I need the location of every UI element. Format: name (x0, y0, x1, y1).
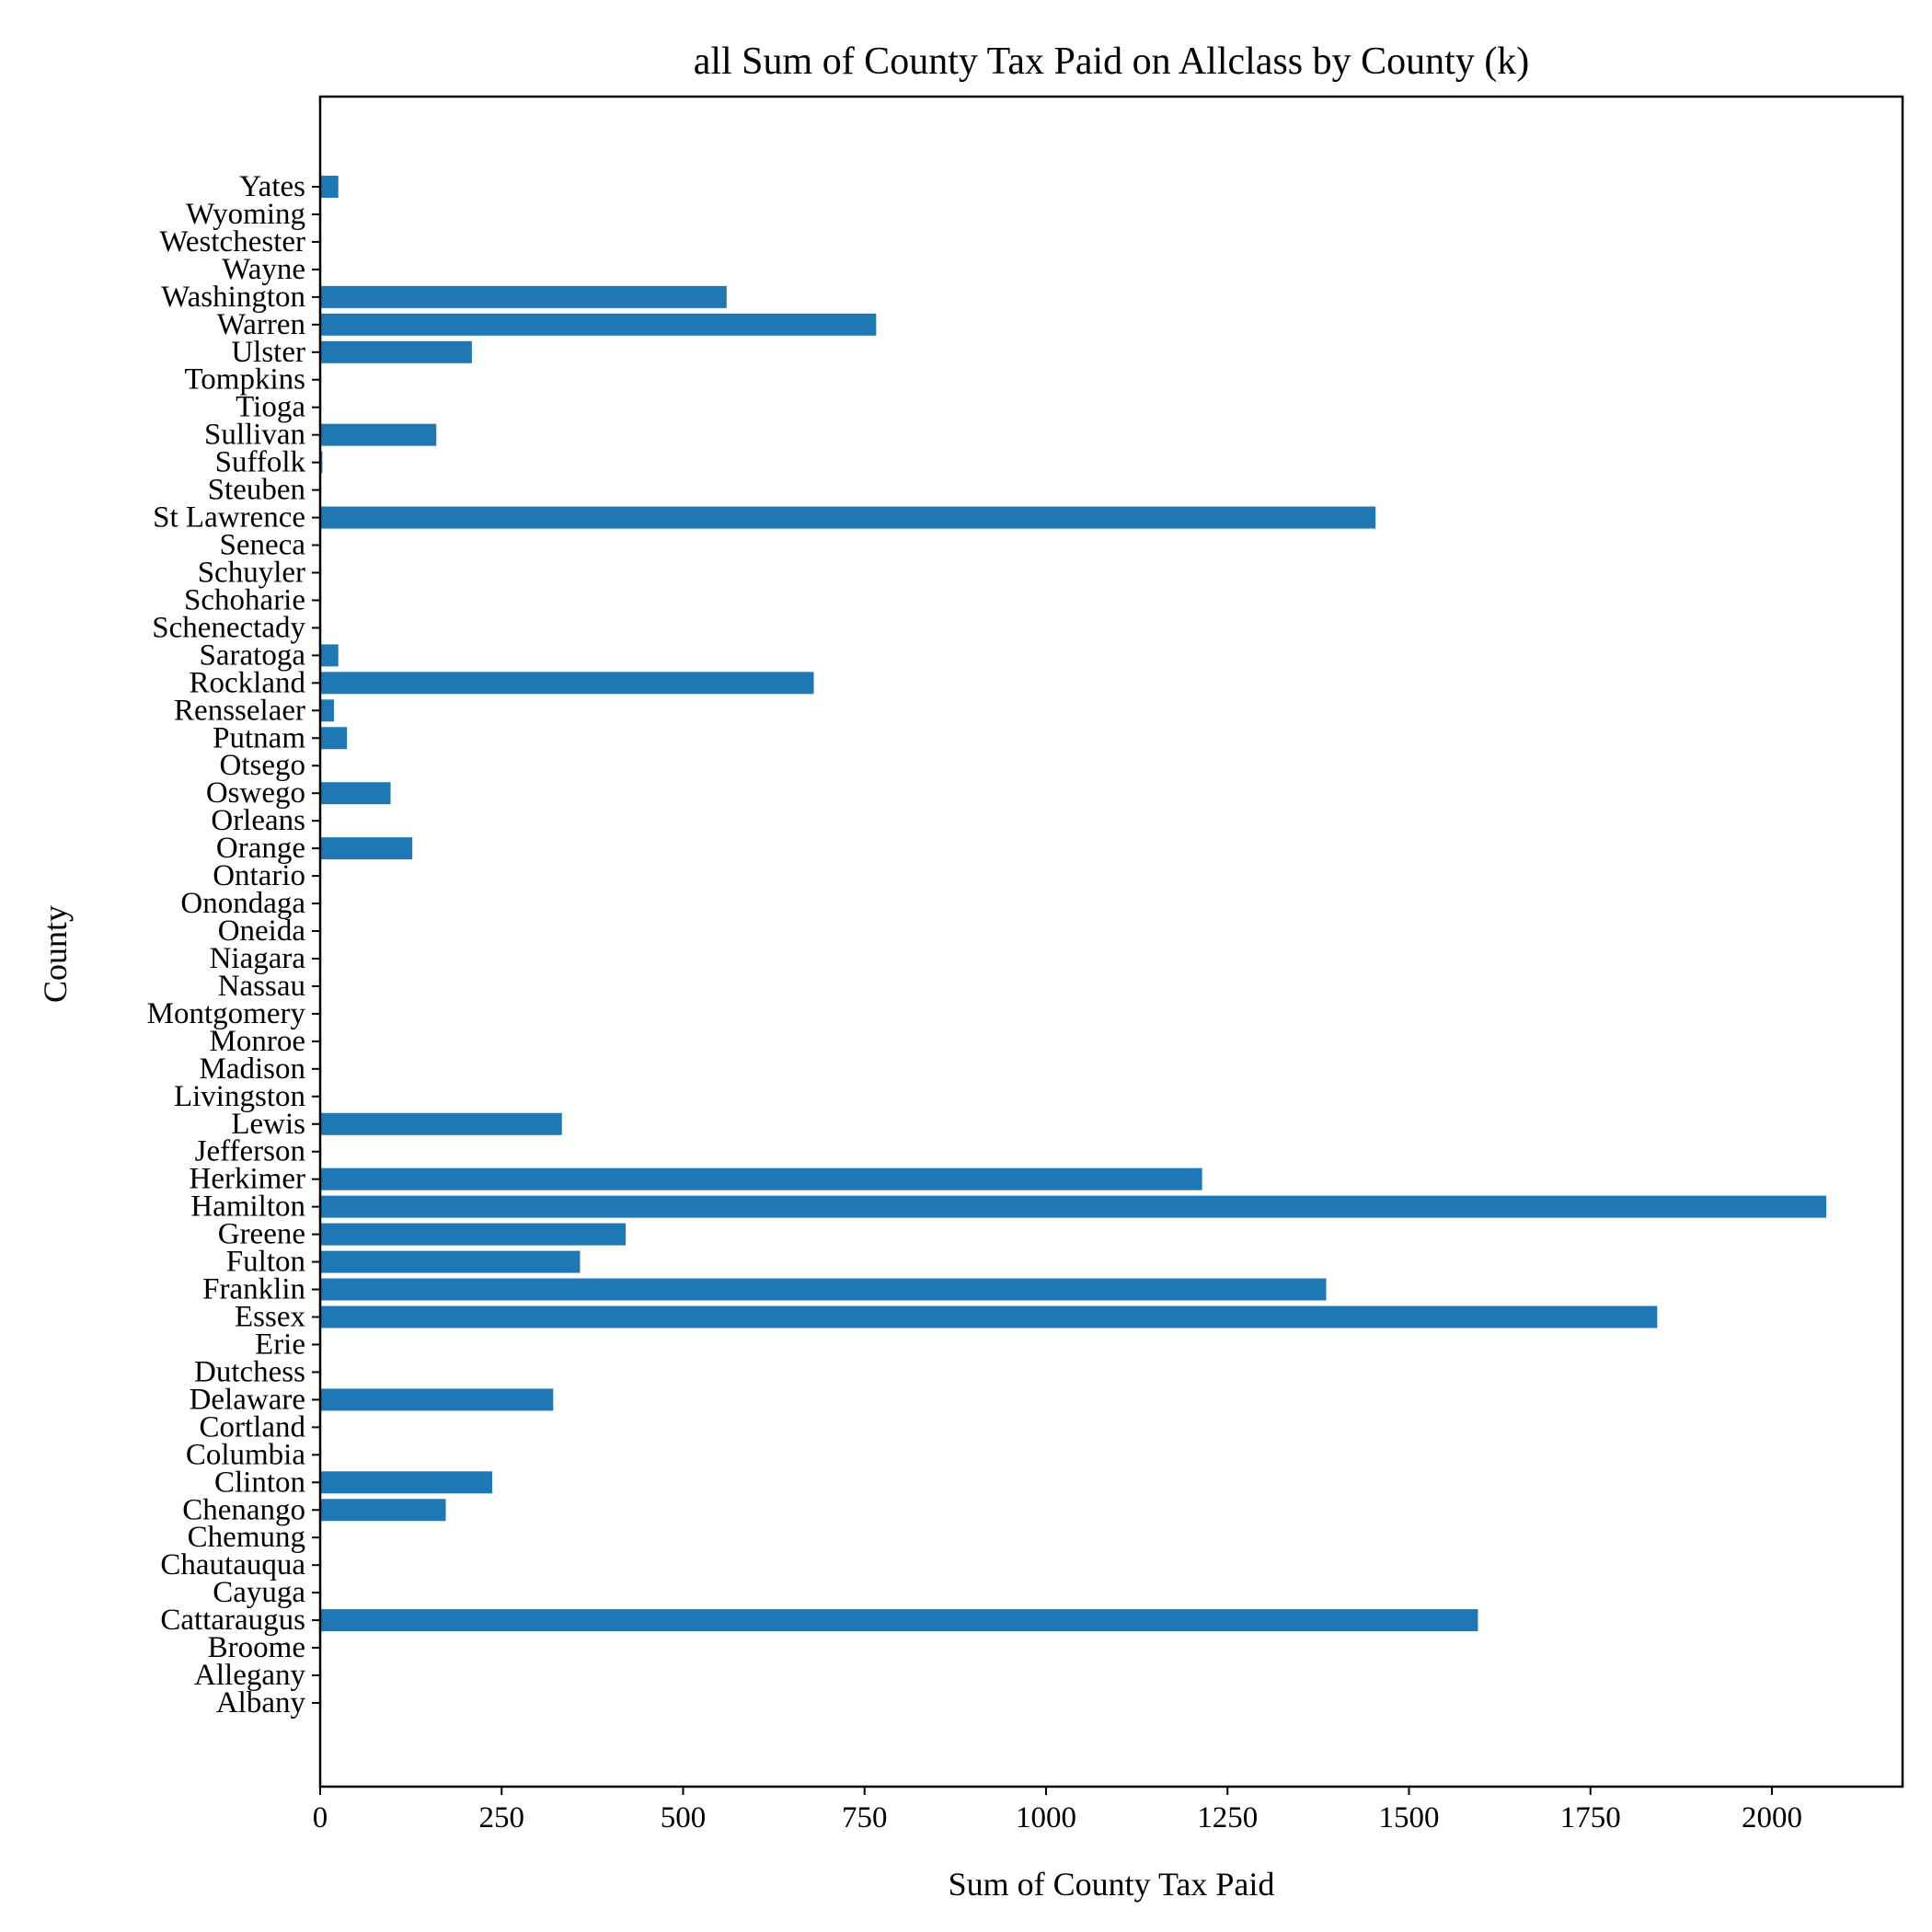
bar-clinton (320, 1471, 492, 1494)
y-tick-label-wyoming: Wyoming (186, 198, 305, 231)
x-tick-label-1750: 1750 (1560, 1801, 1621, 1834)
bar-saratoga (320, 644, 339, 667)
x-tick-label-0: 0 (313, 1801, 328, 1834)
y-tick-label-monroe: Monroe (210, 1025, 305, 1058)
bar-essex (320, 1305, 1658, 1328)
y-tick-label-livingston: Livingston (174, 1080, 305, 1113)
chart-title: all Sum of County Tax Paid on Allclass b… (694, 40, 1530, 83)
y-tick-label-schenectady: Schenectady (152, 611, 305, 644)
y-tick-label-onondaga: Onondaga (180, 887, 305, 920)
y-tick-label-washington: Washington (161, 281, 305, 314)
y-tick-label-columbia: Columbia (186, 1438, 306, 1471)
y-tick-label-franklin: Franklin (202, 1273, 305, 1306)
y-tick-label-chenango: Chenango (182, 1493, 305, 1526)
y-tick-label-essex: Essex (235, 1301, 305, 1334)
y-tick-label-chemung: Chemung (188, 1521, 305, 1554)
y-tick-label-orleans: Orleans (211, 804, 305, 837)
bar-rensselaer (320, 699, 334, 722)
y-ticks-group: AlbanyAlleganyBroomeCattaraugusCayugaCha… (147, 170, 320, 1719)
y-tick-label-suffolk: Suffolk (215, 446, 306, 479)
bar-st-lawrence (320, 506, 1376, 529)
bar-chenango (320, 1499, 446, 1522)
y-tick-label-nassau: Nassau (218, 970, 305, 1003)
y-tick-label-schoharie: Schoharie (184, 583, 305, 616)
y-tick-label-otsego: Otsego (220, 749, 306, 782)
bar-ulster (320, 340, 472, 363)
y-tick-label-sullivan: Sullivan (204, 419, 305, 452)
y-tick-label-tioga: Tioga (236, 391, 305, 424)
y-tick-label-oswego: Oswego (206, 776, 305, 810)
bar-washington (320, 285, 727, 308)
y-tick-label-chautauqua: Chautauqua (160, 1548, 305, 1581)
y-tick-label-steuben: Steuben (208, 474, 305, 507)
y-tick-label-putnam: Putnam (213, 721, 305, 754)
y-tick-label-ontario: Ontario (213, 859, 305, 892)
x-ticks-group: 0 250 500 750 1000 1250 1500 1750 2000 (313, 1787, 1802, 1834)
y-tick-label-rensselaer: Rensselaer (174, 694, 305, 727)
bar-oswego (320, 782, 391, 805)
y-tick-label-albany: Albany (216, 1686, 306, 1719)
y-tick-label-wayne: Wayne (222, 253, 305, 286)
y-tick-label-clinton: Clinton (214, 1466, 305, 1499)
bar-hamilton (320, 1195, 1827, 1218)
y-tick-label-schuyler: Schuyler (198, 556, 305, 589)
x-axis-label: Sum of County Tax Paid (949, 1866, 1275, 1903)
y-tick-label-hamilton: Hamilton (190, 1190, 305, 1224)
x-tick-label-1500: 1500 (1378, 1801, 1439, 1834)
bar-sullivan (320, 423, 437, 446)
bar-herkimer (320, 1167, 1202, 1190)
bar-franklin (320, 1278, 1327, 1301)
y-tick-label-rockland: Rockland (190, 666, 306, 699)
y-tick-label-jefferson: Jefferson (195, 1135, 305, 1168)
bars-group (320, 176, 1827, 1632)
bar-delaware (320, 1388, 554, 1411)
y-tick-label-erie: Erie (255, 1328, 305, 1361)
bar-yates (320, 176, 339, 198)
y-tick-label-fulton: Fulton (226, 1246, 305, 1279)
bar-rockland (320, 672, 814, 695)
bar-putnam (320, 727, 348, 750)
bar-warren (320, 313, 877, 336)
y-tick-label-montgomery: Montgomery (147, 997, 306, 1030)
bar-orange (320, 837, 413, 860)
y-tick-label-saratoga: Saratoga (200, 638, 306, 672)
x-tick-label-750: 750 (842, 1801, 888, 1834)
bar-lewis (320, 1112, 562, 1135)
y-tick-label-cattaraugus: Cattaraugus (160, 1604, 305, 1637)
y-tick-label-madison: Madison (200, 1052, 306, 1086)
bar-greene (320, 1223, 627, 1246)
y-tick-label-broome: Broome (208, 1631, 305, 1664)
y-tick-label-dutchess: Dutchess (194, 1355, 305, 1388)
x-tick-label-2000: 2000 (1742, 1801, 1802, 1834)
y-tick-label-delaware: Delaware (190, 1383, 305, 1416)
y-tick-label-yates: Yates (239, 170, 305, 203)
bar-cattaraugus (320, 1609, 1478, 1632)
x-tick-label-500: 500 (661, 1801, 707, 1834)
y-tick-label-greene: Greene (218, 1218, 305, 1251)
y-tick-label-allegany: Allegany (194, 1659, 305, 1692)
y-axis-label: County (37, 905, 74, 1003)
y-tick-label-westchester: Westchester (159, 225, 305, 259)
y-tick-label-seneca: Seneca (220, 529, 306, 562)
x-tick-label-1250: 1250 (1197, 1801, 1258, 1834)
y-tick-label-tompkins: Tompkins (184, 363, 305, 397)
x-tick-label-1000: 1000 (1016, 1801, 1076, 1834)
y-tick-label-cortland: Cortland (200, 1410, 306, 1443)
x-tick-label-250: 250 (478, 1801, 524, 1834)
y-tick-label-lewis: Lewis (231, 1108, 305, 1141)
y-tick-label-herkimer: Herkimer (190, 1163, 305, 1196)
bar-fulton (320, 1250, 581, 1273)
y-tick-label-cayuga: Cayuga (213, 1576, 305, 1609)
y-tick-label-niagara: Niagara (210, 942, 306, 975)
y-tick-label-warren: Warren (217, 308, 305, 341)
y-tick-label-orange: Orange (216, 832, 305, 865)
plot-frame (318, 95, 1904, 1788)
y-tick-label-oneida: Oneida (218, 914, 306, 948)
y-tick-label-st-lawrence: St Lawrence (153, 501, 305, 535)
y-tick-label-ulster: Ulster (231, 336, 305, 369)
